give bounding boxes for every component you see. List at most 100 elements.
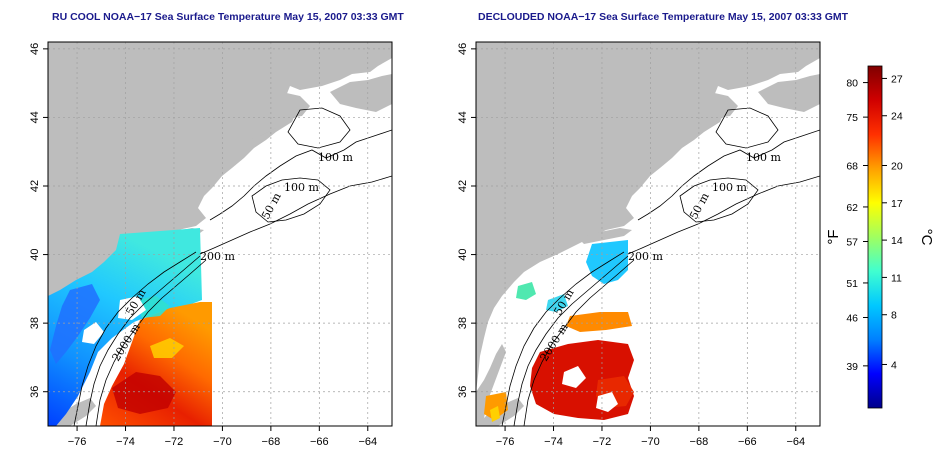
left-contour-shelf-2	[95, 259, 207, 426]
right-land-nova-scotia	[668, 92, 738, 140]
colorbar-c-tick-label: 17	[891, 198, 903, 210]
left-y-axis: 46 44 42 40 38 36	[29, 43, 48, 398]
left-x-axis: −76 −74 −72 −70 −68 −66 −64	[68, 426, 377, 448]
right-contour-georges	[679, 177, 759, 223]
colorbar-f-tick-label: 46	[846, 312, 858, 324]
left-sst-cool-swath	[48, 228, 202, 426]
left-map-panel: RU COOL NOAA−17 Sea Surface Temperature …	[29, 11, 404, 448]
left-sst-data	[48, 228, 212, 426]
right-y-axis: 46 44 42 40 38 36	[457, 43, 476, 398]
left-x-tick-label: −64	[358, 436, 377, 448]
left-sst-mixed-band	[50, 284, 100, 364]
colorbar-f-tick-label: 51	[846, 278, 858, 290]
left-sst-cloud-gap	[118, 296, 146, 320]
colorbar-celsius-label: °C	[918, 229, 935, 246]
right-y-tick-label: 44	[457, 111, 469, 123]
colorbar-c-tick-label: 11	[891, 272, 902, 284]
left-y-tick-label: 42	[29, 180, 41, 192]
left-x-tick-label: −68	[262, 436, 281, 448]
colorbar-fahrenheit-ticks: 80 75 68 62 57 51 46 39	[846, 78, 868, 373]
left-sst-cloud-gap-2	[82, 322, 104, 344]
left-y-tick-label: 46	[29, 43, 41, 55]
right-sst-orange-south	[484, 392, 508, 420]
colorbar-strip	[867, 65, 883, 409]
left-contour-label-100m-b: 100 m	[284, 181, 319, 194]
right-land-long-island	[578, 228, 632, 244]
right-graticule	[476, 42, 820, 426]
right-y-tick-label: 42	[457, 180, 469, 192]
left-y-tick-label: 38	[29, 317, 41, 329]
right-contour-shelf-1	[513, 255, 629, 426]
right-contour-label-100m-b: 100 m	[712, 181, 747, 194]
right-x-tick-label: −72	[593, 436, 612, 448]
left-x-tick-label: −76	[68, 436, 87, 448]
left-x-tick-label: −66	[310, 436, 329, 448]
right-sst-green-patch	[516, 282, 536, 300]
right-map-frame	[475, 41, 821, 427]
left-land-cape-breton	[330, 74, 392, 112]
left-contour-georges	[251, 177, 331, 223]
left-land-mainland	[48, 42, 392, 392]
left-y-tick-label: 36	[29, 386, 41, 398]
left-contour-shelf-3	[73, 251, 197, 426]
temperature-colorbar: 80 75 68 62 57 51 46 39 27 24 20 17 14 11 8 4 °F °C	[825, 65, 935, 409]
right-land-chesapeake	[476, 344, 506, 426]
colorbar-c-tick-label: 27	[891, 73, 903, 85]
left-contour-label-200m: 200 m	[200, 250, 235, 263]
right-sst-data	[484, 240, 634, 422]
right-sst-orange-band	[566, 312, 632, 332]
right-map-panel: DECLOUDED NOAA−17 Sea Surface Temperatur…	[457, 11, 849, 448]
left-y-tick-label: 44	[29, 111, 41, 123]
right-contour-shelf-2	[523, 259, 635, 426]
right-sst-yellow-south	[490, 406, 500, 422]
right-panel-title: DECLOUDED NOAA−17 Sea Surface Temperatur…	[478, 11, 849, 23]
right-y-tick-label: 40	[457, 248, 469, 260]
right-y-tick-label: 36	[457, 386, 469, 398]
right-sst-hole-2	[596, 392, 618, 412]
left-contour-100m	[209, 129, 392, 221]
right-contour-gulf-maine	[715, 107, 779, 149]
right-contour-shelf-3	[501, 251, 625, 426]
colorbar-f-tick-label: 62	[846, 202, 858, 214]
left-contour-label-100m-a: 100 m	[318, 151, 353, 164]
left-bathymetry-contours	[73, 107, 392, 426]
left-sst-dark-red	[112, 372, 176, 414]
right-x-tick-label: −66	[738, 436, 757, 448]
right-sst-cyan-patch	[586, 240, 628, 284]
right-contour-label-100m-a: 100 m	[746, 151, 781, 164]
left-x-tick-label: −70	[213, 436, 232, 448]
right-x-tick-label: −74	[544, 436, 563, 448]
left-contour-200m	[199, 175, 392, 255]
right-land-cape-breton	[758, 74, 820, 112]
colorbar-f-tick-label: 39	[846, 361, 858, 373]
colorbar-f-tick-label: 80	[846, 78, 858, 90]
colorbar-fahrenheit-label: °F	[825, 229, 842, 244]
colorbar-f-tick-label: 68	[846, 160, 858, 172]
left-sst-yellow-patch	[150, 338, 184, 358]
left-x-tick-label: −74	[116, 436, 135, 448]
left-contour-shelf-1	[85, 255, 201, 426]
right-contour-200m	[627, 175, 820, 255]
colorbar-c-tick-label: 8	[891, 310, 897, 322]
left-x-tick-label: −72	[165, 436, 184, 448]
right-land-mainland	[476, 42, 820, 392]
right-x-tick-label: −70	[641, 436, 660, 448]
left-map-frame	[47, 41, 393, 427]
colorbar-c-tick-label: 20	[891, 160, 903, 172]
right-x-tick-label: −76	[496, 436, 515, 448]
right-sst-cyan-small	[546, 294, 568, 312]
right-contour-label-200m: 200 m	[628, 250, 663, 263]
right-contour-100m	[637, 129, 820, 221]
left-contour-gulf-maine	[287, 107, 351, 149]
left-y-tick-label: 40	[29, 248, 41, 260]
colorbar-f-tick-label: 75	[846, 112, 858, 124]
right-x-tick-label: −68	[690, 436, 709, 448]
colorbar-f-tick-label: 57	[846, 236, 858, 248]
colorbar-c-tick-label: 14	[891, 235, 903, 247]
left-graticule	[48, 42, 392, 426]
colorbar-celsius-ticks: 27 24 20 17 14 11 8 4	[882, 73, 903, 371]
right-x-axis: −76 −74 −72 −70 −68 −66 −64	[496, 426, 805, 448]
colorbar-c-tick-label: 4	[891, 359, 897, 371]
left-panel-title: RU COOL NOAA−17 Sea Surface Temperature …	[52, 11, 404, 23]
